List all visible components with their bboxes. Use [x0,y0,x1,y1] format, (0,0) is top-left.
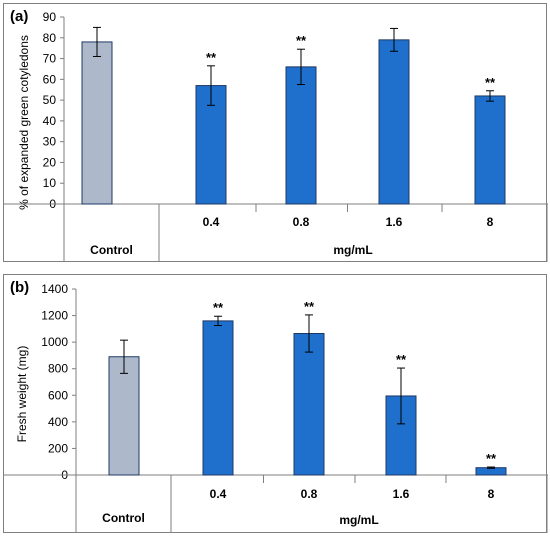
bar-treatment-3 [378,39,410,205]
x-category-label: 0.4 [203,215,220,229]
bar-control [108,356,140,476]
y-tick-label: 1400 [41,282,68,296]
y-tick-label: 60 [43,72,57,86]
x-category-label: 0.8 [293,215,310,229]
significance-marker: ** [296,33,307,48]
y-tick-label: 40 [43,114,57,128]
significance-marker: ** [206,50,217,65]
panel-label: (b) [10,279,29,296]
y-tick-label: 600 [48,388,68,402]
y-tick-label: 1000 [41,335,68,349]
x-category-label: 8 [487,215,494,229]
significance-marker: ** [485,75,496,90]
x-category-label: Control [90,243,133,257]
x-group-label: mg/mL [339,513,378,527]
x-category-label: 0.8 [301,487,318,501]
chart-panel-a: (a) 0 10 20 30 40 50 60 70 80 90% of expanded gree… [3,3,548,262]
y-axis-title: % of expanded green cotyledons [17,35,31,210]
panel-label: (a) [10,8,28,25]
x-category-label: 1.6 [386,215,403,229]
y-tick-label: 800 [48,362,68,376]
y-tick-label: 400 [48,415,68,429]
x-category-label: 0.4 [210,487,227,501]
y-tick-label: 80 [43,31,57,45]
chart-panel-b: (b) 0 200 400 600 800 1000 1200 1400 Fresh weight… [3,274,548,533]
bar-treatment-1 [202,320,234,476]
x-group-label: mg/mL [333,243,372,257]
x-category-label: 8 [488,487,495,501]
y-tick-label: 50 [43,93,57,107]
y-tick-label: 20 [43,155,57,169]
y-tick-label: 70 [43,52,57,66]
significance-marker: ** [213,300,224,315]
bar-treatment-4 [474,95,506,205]
significance-marker: ** [396,352,407,367]
y-tick-label: 1200 [41,309,68,323]
bar-control [81,41,113,205]
y-tick-label: 10 [43,176,57,190]
bar-treatment-1 [195,85,227,205]
x-category-label: 1.6 [393,487,410,501]
bar-treatment-2 [285,66,317,205]
bar-treatment-2 [293,333,325,476]
significance-marker: ** [304,299,315,314]
y-axis-title: Fresh weight (mg) [15,346,29,443]
y-tick-label: 200 [48,441,68,455]
y-tick-label: 30 [43,135,57,149]
x-category-label: Control [102,511,145,525]
significance-marker: ** [486,451,497,466]
y-tick-label: 90 [43,10,57,24]
